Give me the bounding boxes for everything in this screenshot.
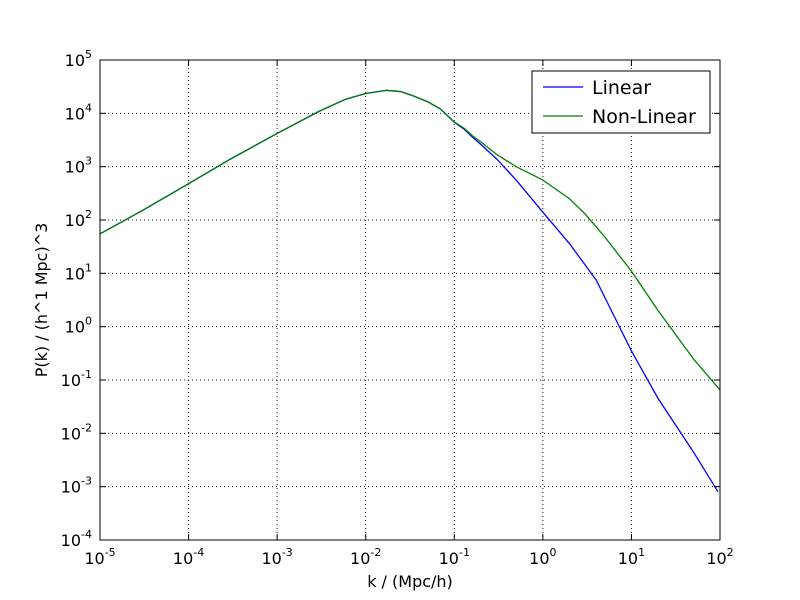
series-line-nonlinear (100, 89, 720, 391)
x-tick-label: 101 (618, 546, 645, 568)
legend: Linear Non-Linear (531, 70, 711, 134)
y-tick-label: 10-1 (61, 368, 92, 390)
y-tick-label: 100 (65, 315, 92, 337)
x-tick-label: 10-4 (173, 546, 204, 568)
plot-frame (99, 59, 721, 541)
x-tick-label: 102 (706, 546, 733, 568)
x-tick-label: 10-2 (350, 546, 381, 568)
legend-box (531, 70, 711, 134)
y-axis-title: P(k) / (h^1 Mpc)^3 (32, 223, 51, 378)
tick-labels: 10-5 10-4 10-3 10-2 10-1 100 101 10210-410-310-… (61, 48, 734, 568)
y-tick-label: 102 (65, 208, 92, 230)
y-tick-label: 10-4 (61, 528, 92, 550)
x-axis-title: k / (Mpc/h) (367, 572, 453, 591)
y-tick-label: 10-2 (61, 421, 92, 443)
series-layer (100, 89, 720, 493)
y-tick-label: 104 (65, 101, 92, 123)
y-tick-label: 105 (65, 48, 92, 70)
x-tick-label: 100 (529, 546, 556, 568)
y-tick-label: 103 (65, 155, 92, 177)
y-tick-label: 101 (65, 261, 92, 283)
y-tick-label: 10-3 (61, 475, 92, 497)
x-tick-label: 10-3 (261, 546, 292, 568)
x-tick-label: 10-1 (439, 546, 470, 568)
ticks (99, 59, 721, 541)
x-tick-label: 10-5 (84, 546, 115, 568)
legend-label-linear: Linear (592, 77, 651, 99)
legend-label-nonlinear: Non-Linear (592, 106, 696, 128)
